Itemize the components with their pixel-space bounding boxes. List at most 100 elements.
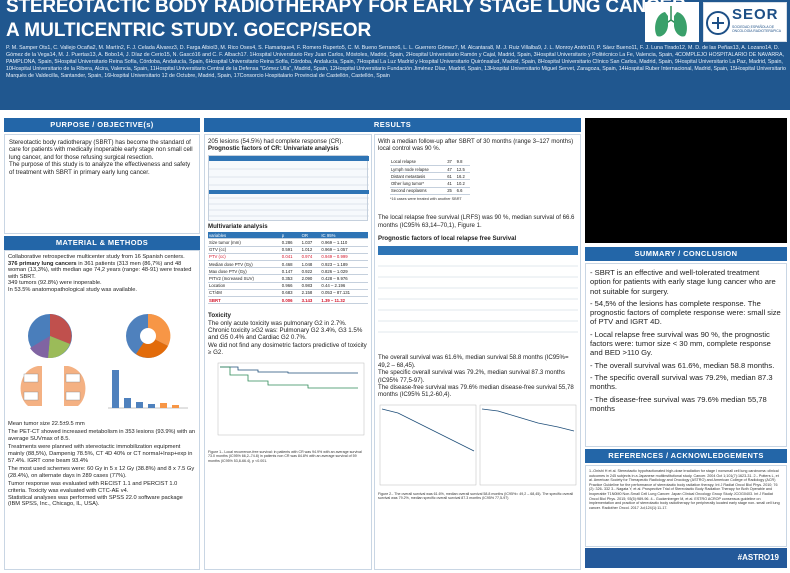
poster-title-line1: STEREOTACTIC BODY RADIOTHERAPY FOR EARLY… bbox=[6, 0, 692, 17]
table-row: CT/4M 0.683 2.158 0.053 – 87.131 bbox=[208, 289, 368, 297]
table-row: Lymph node relapse 47 12.5 bbox=[390, 165, 470, 174]
table-cell: 0.147 bbox=[280, 267, 301, 276]
methods-paragraph-4: In 53.5% anatomopathological study was a… bbox=[8, 286, 137, 293]
table-cell: 2.090 bbox=[300, 274, 321, 283]
cr-line: 205 lesions (54.5%) had complete respons… bbox=[208, 138, 344, 145]
methods-paragraph-5: Mean tumor size 22.5±9.5 mm bbox=[8, 420, 85, 427]
table-cell: 0.428 – 9.976 bbox=[320, 274, 368, 283]
staging-bar-chart bbox=[108, 369, 188, 408]
location-label-box bbox=[65, 373, 81, 382]
km-curve-figure-2 bbox=[379, 404, 577, 486]
seor-logo-text: SEOR bbox=[732, 6, 779, 23]
table-cell: 1.037 bbox=[300, 238, 321, 247]
table-cell: 9.8 bbox=[455, 158, 470, 166]
table-cell: SBRT bbox=[208, 296, 281, 305]
table-cell: 12.5 bbox=[455, 165, 470, 174]
table-cell: PTV (cc) bbox=[208, 253, 281, 261]
table-cell: 1.012 bbox=[300, 246, 321, 254]
table-cell: 0.053 – 87.131 bbox=[320, 289, 368, 297]
table-cell: 6.6 bbox=[455, 187, 470, 195]
poster-header: STEREOTACTIC BODY RADIOTHERAPY FOR EARLY… bbox=[0, 0, 790, 110]
seor-emblem-icon bbox=[706, 11, 730, 35]
table-cell: 0.041 bbox=[280, 253, 301, 261]
bar bbox=[136, 401, 143, 408]
table-row: Distant metastasis 61 16.2 bbox=[390, 172, 470, 181]
table-cell: 37 bbox=[446, 158, 456, 166]
table-row: Size tumor (mm) 0.286 1.037 0.969 – 1.110 bbox=[208, 238, 368, 247]
followup-text: With a median follow-up after SBRT of 30… bbox=[378, 138, 574, 153]
summary-item: - The specific overall survival was 79.2… bbox=[590, 372, 773, 392]
bar bbox=[160, 402, 167, 408]
multivariate-table: variables p OR IC 95% Size tumor (mm) 0.2… bbox=[208, 232, 368, 305]
bar bbox=[172, 404, 179, 408]
bar bbox=[124, 397, 131, 408]
p-value-cell bbox=[548, 258, 564, 263]
summary-panel: - SBRT is an effective and well-tolerate… bbox=[585, 263, 787, 447]
km-plot-frame-specific bbox=[479, 404, 577, 486]
univariate-table bbox=[208, 154, 369, 221]
table-cell: PITV2 (Increased SUV) bbox=[208, 274, 281, 283]
table-cell: 41 bbox=[446, 179, 456, 188]
table-row: Location 0.966 0.983 0.44 – 2.196 bbox=[208, 282, 368, 290]
km-curve-cr bbox=[220, 366, 358, 373]
table-row-significant: PTV (cc) 0.041 0.974 0.949 – 0.999 bbox=[208, 253, 368, 261]
table-cell: Distant metastasis bbox=[390, 172, 447, 181]
authors-affiliations: P. M. Samper Ots1, C. Vallejo Ocaña2, M.… bbox=[6, 45, 786, 79]
toxicity-line-1: The only acute toxicity was pulmonary G2… bbox=[208, 319, 347, 327]
location-label-box bbox=[23, 373, 39, 382]
table-cell: Lymph node relapse bbox=[390, 165, 447, 174]
figure-2-caption: Figure 2.- The overall survival was 61.6… bbox=[378, 491, 574, 501]
table-cell: 0.983 bbox=[300, 282, 321, 290]
table-cell: 47 bbox=[446, 165, 456, 174]
methods-charts bbox=[20, 313, 188, 408]
methods-heading: MATERIAL & METHODS bbox=[4, 236, 200, 250]
methods-paragraph-2-bold: 376 primary lung cancers bbox=[8, 260, 77, 267]
summary-heading: SUMMARY / CONCLUSION bbox=[585, 247, 787, 261]
table-cell: 16.2 bbox=[455, 172, 470, 181]
table-cell: 3.143 bbox=[300, 296, 321, 305]
table-cell: 2.158 bbox=[300, 289, 321, 297]
multivariate-col-or: OR bbox=[300, 232, 321, 240]
lungs-logo bbox=[645, 2, 699, 42]
table-cell: 10.2 bbox=[455, 179, 470, 188]
table-cell: Size tumor (mm) bbox=[208, 238, 281, 247]
purpose-heading: PURPOSE / OBJECTIVE(s) bbox=[4, 118, 200, 132]
table-row: Median dose PTV (Gy) 0.468 1.048 0.923 – 1.… bbox=[208, 260, 368, 269]
pie-slice-red bbox=[50, 313, 72, 344]
multivariate-title: Multivariate analysis bbox=[208, 222, 268, 230]
table-cell: Median dose PTV (Gy) bbox=[208, 260, 281, 269]
table-cell: 0.923 – 1.189 bbox=[320, 260, 368, 269]
references-heading: REFERENCES / ACKNOWLEDGEMENTS bbox=[585, 449, 787, 463]
table-cell: 0.969 – 1.057 bbox=[320, 246, 368, 254]
multivariate-col-ci: IC 95% bbox=[320, 232, 368, 240]
summary-item: - The overall survival was 61.6%, median… bbox=[590, 360, 775, 370]
toxicity-line-2: Chronic toxicity ≥G2 was: Pulmonary G2 3… bbox=[208, 326, 363, 342]
table-cell: 0.969 – 1.110 bbox=[320, 238, 368, 247]
purpose-paragraph-2: The purpose of this study is to analyze … bbox=[9, 161, 191, 176]
table-subheader-row bbox=[209, 189, 369, 194]
histology-pie-chart bbox=[28, 313, 72, 358]
table-row: Local relapse 37 9.8 bbox=[390, 158, 470, 166]
lung-location-diagram bbox=[20, 365, 86, 406]
table-cell: 0.922 bbox=[300, 267, 321, 276]
methods-paragraph-7: Treatments were planned with stereotacti… bbox=[8, 444, 193, 464]
table-header-row bbox=[209, 155, 369, 161]
specific-survival-text: The specific overall survival was 79.2%,… bbox=[378, 369, 565, 384]
table-cell: Second neoplasms bbox=[390, 187, 447, 195]
methods-paragraph-8: The most used schemes were: 60 Gy in 5 x… bbox=[8, 466, 195, 479]
results-heading: RESULTS bbox=[204, 118, 581, 132]
summary-item: - 54,5% of the lesions has complete resp… bbox=[590, 298, 781, 327]
multivariate-header-row: variables p OR IC 95% bbox=[208, 232, 368, 240]
univariate-title: Prognostic factors of CR: Univariate ana… bbox=[208, 145, 339, 153]
table-cell: 0.826 – 1.029 bbox=[320, 267, 368, 276]
table-cell: 0.353 bbox=[280, 274, 301, 283]
lrfs-prognostic-table bbox=[378, 246, 578, 334]
purpose-paragraph-1: Stereotactic body radiotherapy (SBRT) ha… bbox=[9, 139, 193, 161]
summary-item: - The disease-free survival was 79.6% me… bbox=[590, 394, 767, 413]
pie-slice-purple bbox=[30, 335, 50, 358]
bar bbox=[148, 403, 155, 408]
table-row-significant: SBRT 0.006 3.143 1.39 – 11.32 bbox=[208, 296, 368, 305]
overall-survival-text: The overall survival was 61.6%, median s… bbox=[378, 354, 569, 369]
location-label-box bbox=[65, 391, 81, 400]
donut-slice-dark-orange bbox=[136, 335, 168, 358]
